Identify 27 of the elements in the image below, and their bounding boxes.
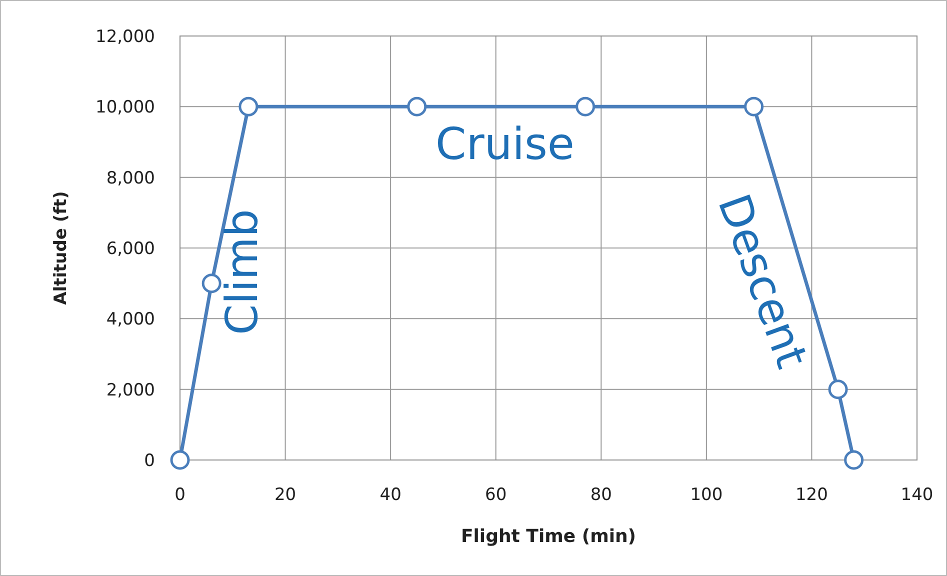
point	[238, 96, 258, 116]
y-tick-label: 2,000	[106, 380, 155, 400]
point	[170, 450, 190, 470]
x-tick-label: 120	[795, 485, 828, 505]
x-tick-label: 0	[174, 485, 186, 505]
point	[844, 450, 864, 470]
y-tick-label: 8,000	[106, 168, 155, 188]
x-tick-label: 80	[590, 485, 612, 505]
point	[744, 96, 764, 116]
x-tick-label: 100	[690, 485, 723, 505]
y-tick-label: 0	[144, 451, 155, 471]
x-tick-label: 60	[485, 485, 507, 505]
x-axis-title: Flight Time (min)	[460, 526, 636, 547]
y-axis-title: Altitude (ft)	[51, 191, 71, 305]
y-tick-label: 6,000	[106, 239, 155, 259]
point	[576, 96, 596, 116]
annotation: Cruise	[436, 119, 574, 170]
annotation: Climb	[217, 209, 268, 335]
y-tick-label: 10,000	[96, 98, 155, 118]
y-tick-label: 12,000	[96, 27, 155, 47]
point	[407, 96, 427, 116]
x-tick-label: 20	[274, 485, 296, 505]
y-tick-label: 4,000	[106, 310, 155, 330]
point	[828, 380, 848, 400]
point	[202, 274, 222, 294]
x-tick-label: 40	[380, 485, 402, 505]
x-tick-label: 140	[900, 485, 934, 505]
